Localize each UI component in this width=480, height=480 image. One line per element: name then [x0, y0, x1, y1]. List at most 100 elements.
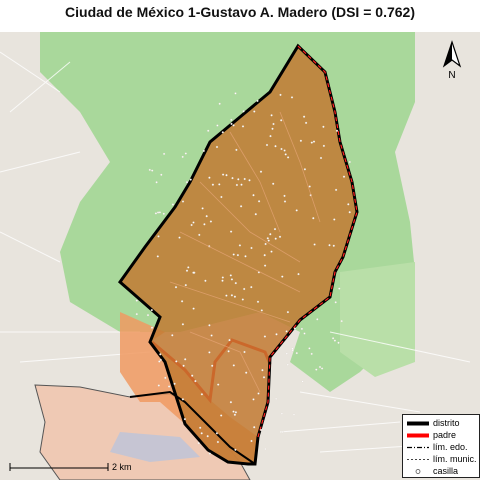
dashed-line-icon	[407, 459, 429, 460]
legend-label: lím. edo.	[433, 442, 468, 452]
casilla-point	[254, 213, 257, 216]
casilla-point	[250, 439, 253, 443]
casilla-point	[338, 287, 341, 290]
casilla-point	[286, 311, 289, 314]
casilla-point	[185, 181, 189, 184]
casilla-point	[321, 367, 324, 370]
casilla-point	[233, 413, 236, 416]
casilla-point	[280, 119, 283, 122]
casilla-point	[235, 148, 238, 151]
street-grid	[0, 51, 471, 453]
casilla-point	[234, 411, 237, 414]
casilla-point	[303, 115, 306, 118]
casilla-point	[200, 432, 203, 435]
casilla-point	[241, 125, 245, 128]
casilla-point	[201, 207, 204, 210]
casilla-point	[262, 376, 266, 379]
casilla-point	[308, 347, 311, 350]
casilla-point	[337, 341, 340, 344]
casilla-point	[171, 203, 174, 206]
casilla-point	[334, 301, 337, 304]
casilla-point	[315, 368, 318, 371]
casilla-point	[260, 309, 263, 312]
casilla-point	[264, 242, 267, 246]
casilla-point	[348, 160, 351, 164]
casilla-point	[301, 380, 304, 383]
casilla-point	[229, 401, 232, 404]
casilla-point	[146, 314, 150, 317]
legend-label: distrito	[433, 418, 460, 428]
casilla-point	[263, 335, 266, 338]
casilla-point	[221, 279, 224, 282]
casilla-point	[278, 235, 282, 238]
legend: distrito padre lím. edo. lím. munic. cas…	[402, 414, 480, 478]
casilla-point	[260, 428, 263, 432]
casilla-point	[319, 156, 323, 160]
casilla-point	[194, 380, 197, 383]
casilla-point	[295, 209, 298, 212]
casilla-point	[332, 244, 335, 247]
casilla-point	[280, 412, 283, 415]
casilla-point	[269, 233, 272, 236]
casilla-point	[202, 149, 205, 152]
casilla-point	[274, 145, 277, 148]
casilla-point	[221, 131, 224, 134]
casilla-point	[322, 125, 325, 128]
dash-dot-line-icon	[407, 446, 429, 449]
casilla-point	[265, 143, 269, 147]
casilla-point	[220, 195, 223, 199]
casilla-point	[192, 221, 195, 224]
casilla-point	[207, 129, 210, 132]
casilla-point	[270, 250, 273, 253]
casilla-points	[135, 92, 351, 455]
casilla-point	[151, 169, 154, 172]
casilla-point	[305, 121, 308, 124]
casilla-point	[233, 295, 236, 298]
small-circle-icon	[415, 469, 421, 474]
distrito-boundary-red	[257, 45, 358, 438]
casilla-point	[157, 235, 160, 238]
casilla-point	[211, 183, 214, 186]
casilla-point	[250, 246, 253, 250]
legend-item-lim-edo: lím. edo.	[407, 442, 479, 453]
casilla-point	[303, 168, 306, 171]
casilla-point	[293, 327, 296, 330]
casilla-point	[281, 430, 284, 434]
casilla-point	[297, 273, 300, 276]
casilla-point	[218, 183, 221, 186]
casilla-point	[308, 185, 311, 188]
casilla-point	[267, 239, 270, 242]
casilla-point	[245, 371, 248, 374]
casilla-point	[230, 230, 233, 233]
casilla-point	[263, 254, 266, 257]
casilla-point	[230, 118, 233, 121]
casilla-point	[230, 122, 233, 125]
casilla-point	[252, 398, 255, 401]
casilla-point	[280, 147, 283, 151]
casilla-point	[232, 364, 235, 367]
casilla-point	[222, 173, 225, 176]
legend-item-distrito: distrito	[407, 418, 479, 429]
casilla-point	[215, 432, 218, 435]
casilla-point	[198, 233, 201, 236]
legend-label: casilla	[433, 466, 459, 476]
casilla-point	[135, 299, 138, 302]
casilla-point	[178, 236, 181, 239]
casilla-point	[173, 382, 176, 385]
casilla-point	[182, 364, 185, 367]
casilla-point	[259, 170, 263, 173]
casilla-point	[310, 141, 313, 144]
casilla-point	[269, 135, 272, 138]
casilla-point	[272, 122, 275, 126]
casilla-point	[181, 300, 184, 303]
casilla-point	[248, 179, 251, 182]
casilla-point	[279, 93, 282, 96]
casilla-point	[204, 279, 207, 282]
casilla-point	[264, 447, 267, 451]
casilla-point	[283, 194, 286, 197]
map-canvas[interactable]	[0, 32, 480, 480]
casilla-point	[328, 244, 331, 247]
casilla-point	[299, 139, 302, 142]
casilla-point	[322, 144, 325, 147]
casilla-point	[270, 114, 273, 117]
